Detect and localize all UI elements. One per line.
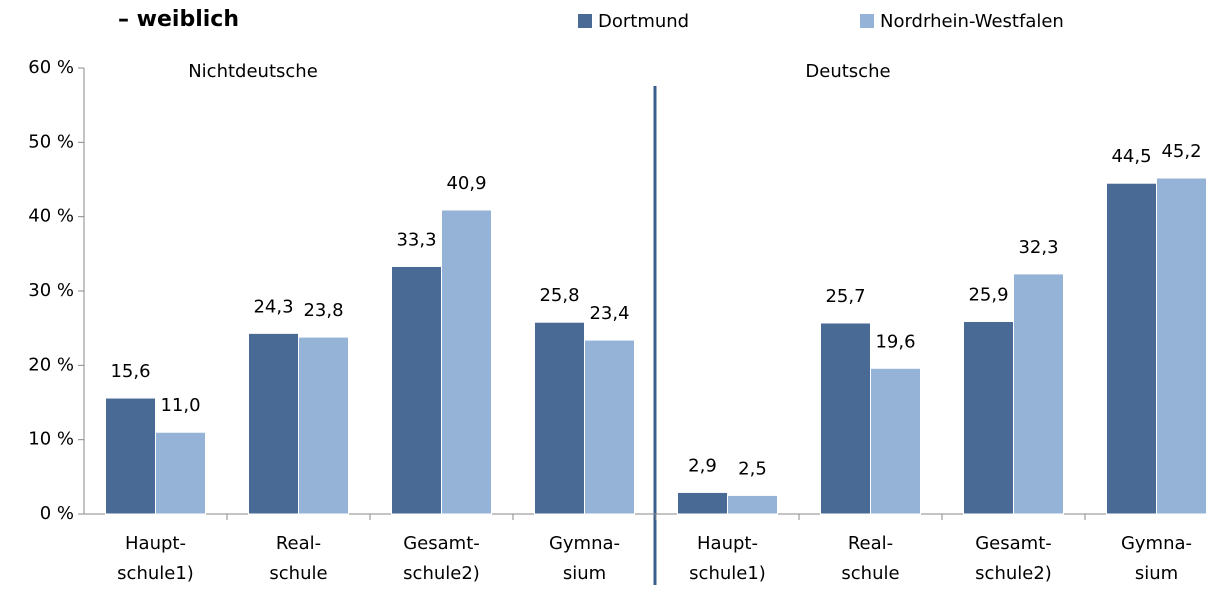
value-label: 19,6	[875, 331, 915, 352]
bar	[727, 494, 778, 515]
y-tick-label: 10 %	[28, 429, 74, 450]
x-tick-label: Gesamt-schule2)	[975, 533, 1052, 584]
value-label: 2,5	[738, 458, 767, 479]
value-label: 25,8	[539, 285, 579, 306]
x-tick-label: Real-schule	[269, 533, 327, 584]
value-label: 25,7	[825, 286, 865, 307]
y-tick-label: 40 %	[28, 206, 74, 227]
x-tick-label: Real-schule	[841, 533, 899, 584]
bar	[870, 367, 921, 515]
bar	[963, 320, 1014, 515]
y-tick-label: 0 %	[40, 503, 74, 524]
value-label: 24,3	[253, 296, 293, 317]
y-tick-label: 60 %	[28, 57, 74, 78]
x-tick-label: Haupt-schule1)	[117, 533, 194, 584]
bar	[105, 397, 156, 515]
legend-swatch	[578, 14, 592, 28]
legend-swatch	[860, 14, 874, 28]
value-label: 40,9	[446, 173, 486, 194]
value-label: 23,4	[589, 303, 629, 324]
value-label: 2,9	[688, 455, 717, 476]
y-tick-label: 20 %	[28, 354, 74, 375]
group-label: Nichtdeutsche	[188, 61, 318, 82]
value-label: 11,0	[160, 395, 200, 416]
bar	[441, 209, 492, 515]
bar	[1013, 273, 1064, 515]
value-label: 23,8	[303, 300, 343, 321]
x-tick-label: Gesamt-schule2)	[403, 533, 480, 584]
legend-label: Nordrhein-Westfalen	[880, 11, 1064, 32]
bar	[248, 332, 299, 515]
bar	[534, 321, 585, 515]
bar	[1106, 182, 1157, 515]
bar	[391, 265, 442, 515]
y-tick-label: 30 %	[28, 280, 74, 301]
bar	[155, 431, 206, 515]
x-tick-label: Gymna-sium	[1121, 533, 1192, 584]
y-tick-label: 50 %	[28, 131, 74, 152]
chart-title: – weiblich	[118, 7, 239, 32]
value-label: 33,3	[396, 229, 436, 250]
value-label: 15,6	[110, 361, 150, 382]
bar	[1156, 177, 1207, 515]
legend-label: Dortmund	[598, 11, 689, 32]
value-label: 32,3	[1018, 237, 1058, 258]
value-label: 44,5	[1111, 146, 1151, 167]
bar	[584, 339, 635, 515]
bar	[298, 336, 349, 515]
bar	[820, 322, 871, 515]
x-tick-label: Gymna-sium	[549, 533, 620, 584]
value-label: 25,9	[968, 284, 1008, 305]
bar	[677, 491, 728, 515]
x-tick-label: Haupt-schule1)	[689, 533, 766, 584]
value-label: 45,2	[1161, 141, 1201, 162]
group-label: Deutsche	[805, 61, 890, 82]
